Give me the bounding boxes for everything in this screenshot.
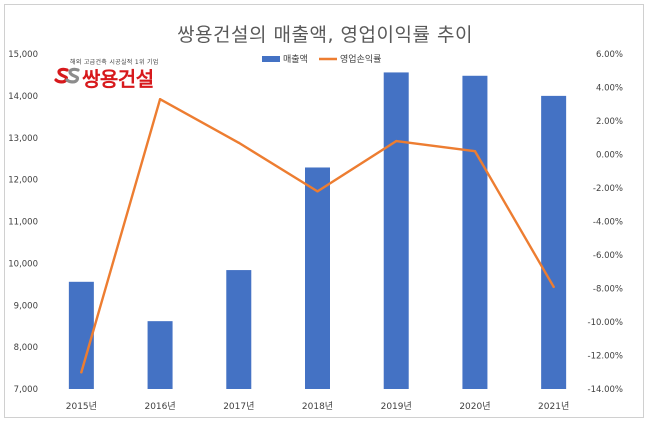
x-tick-label: 2020년: [459, 401, 490, 412]
y-right-tick-label: 0.00%: [596, 151, 623, 161]
logo-mark-icon: [54, 67, 80, 84]
line-point: [395, 139, 398, 143]
x-tick-label: 2017년: [223, 401, 254, 412]
bar: [226, 270, 252, 389]
y-right-tick-label: -4.00%: [593, 218, 623, 228]
y-right-tick-label: -10.00%: [588, 318, 623, 328]
y-right-tick-label: 2.00%: [596, 117, 623, 127]
y-right-tick-label: 4.00%: [596, 84, 623, 94]
line-point: [473, 149, 477, 153]
x-tick-label: 2021년: [538, 401, 569, 412]
y-right-tick-label: -8.00%: [593, 285, 623, 295]
bar: [541, 95, 567, 389]
y-left-tick-label: 12,000: [8, 176, 38, 186]
legend-label-bar: 매출액: [283, 53, 308, 65]
line-point: [552, 285, 555, 289]
y-left-tick-label: 10,000: [8, 259, 38, 269]
bar: [462, 75, 488, 390]
y-left-tick-label: 8,000: [14, 343, 38, 353]
y-right-tick-label: -2.00%: [593, 184, 623, 194]
y-left-tick-label: 15,000: [8, 50, 38, 60]
bar: [147, 321, 173, 389]
line-point: [158, 98, 162, 101]
y-left-tick-label: 11,000: [8, 218, 38, 228]
x-tick-label: 2019년: [381, 401, 412, 412]
y-left-tick-label: 7,000: [14, 385, 38, 395]
y-right-tick-label: -12.00%: [588, 352, 623, 362]
y-left-tick-label: 14,000: [8, 92, 38, 102]
x-tick-label: 2015년: [66, 401, 97, 412]
chart-title: 쌍용건설의 매출액, 영업이익률 추이: [177, 24, 473, 46]
legend-label-line: 영업손익률: [340, 53, 381, 65]
line-point: [237, 141, 240, 144]
y-left-tick-label: 13,000: [8, 134, 38, 144]
bar: [383, 72, 409, 390]
line-point: [80, 371, 83, 374]
logo-tagline: 해외 고급건축 시공실적 1위 기업: [70, 59, 159, 66]
x-tick-label: 2016년: [144, 401, 175, 412]
logo-text: 쌍용건설: [82, 67, 154, 91]
x-tick-label: 2018년: [302, 401, 333, 412]
bar: [305, 167, 330, 389]
y-left-tick-label: 9,000: [14, 301, 38, 311]
y-right-tick-label: -14.00%: [588, 385, 623, 395]
line-point: [316, 190, 319, 193]
y-right-tick-label: 6.00%: [596, 50, 623, 60]
y-right-tick-label: -6.00%: [593, 251, 623, 261]
legend-swatch-bar: [262, 56, 280, 62]
